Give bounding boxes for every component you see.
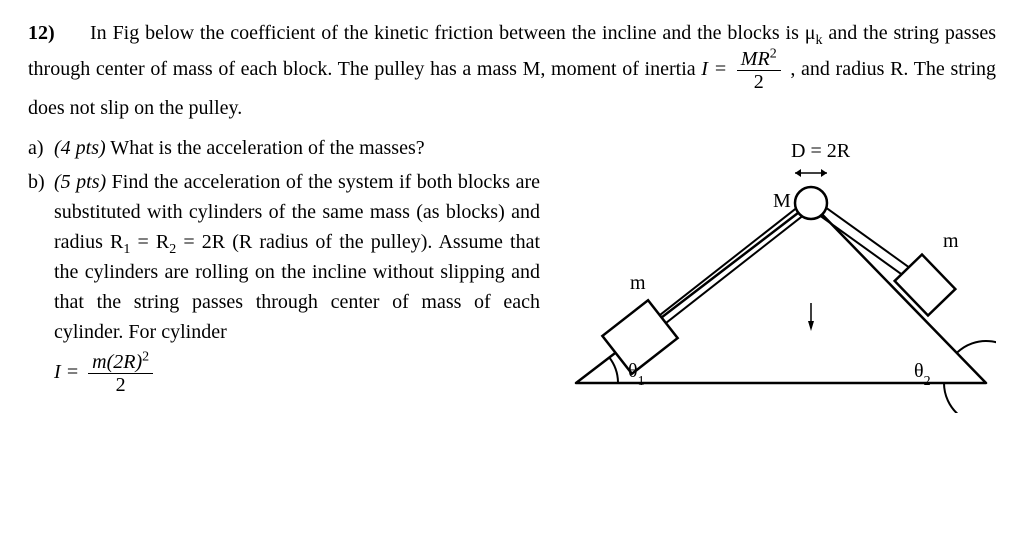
part-b-text-2: = R — [130, 231, 169, 253]
inertia-lhs: I = — [701, 58, 727, 80]
part-b-label: b) — [28, 167, 54, 347]
part-a-pts: (4 pts) — [54, 137, 106, 159]
inertia-num-sup: 2 — [770, 46, 777, 61]
part-a: a) (4 pts) What is the acceleration of t… — [28, 133, 540, 163]
label-m-right: m — [943, 230, 959, 252]
label-d-2r: D = 2R — [791, 140, 851, 162]
question-number: 12) — [28, 22, 55, 44]
label-m-pulley: M — [773, 190, 791, 212]
cyl-num: m(2R) — [92, 351, 142, 373]
cyl-den: 2 — [88, 374, 153, 396]
diagram-column: D = 2RMmmθ1θ2 — [556, 133, 996, 413]
part-b-pts: (5 pts) — [54, 171, 106, 193]
question-intro: 12) In Fig below the coefficient of the … — [28, 18, 996, 123]
incline-diagram: D = 2RMmmθ1θ2 — [556, 133, 996, 413]
part-a-text: What is the acceleration of the masses? — [106, 137, 425, 159]
parts-column: a) (4 pts) What is the acceleration of t… — [28, 133, 556, 396]
label-m-left: m — [630, 272, 646, 294]
inertia-num: MR — [741, 48, 770, 70]
inertia-fraction: MR2 2 — [737, 48, 781, 93]
part-b: b) (5 pts) Find the acceleration of the … — [28, 167, 540, 347]
cyl-lhs: I = — [54, 361, 79, 383]
intro-text-1: In Fig below the coefficient of the kine… — [90, 22, 815, 44]
cyl-fraction: m(2R)2 2 — [88, 351, 153, 396]
cyl-num-sup: 2 — [142, 349, 149, 364]
cylinder-inertia: I = m(2R)2 2 — [54, 351, 540, 396]
inertia-den: 2 — [737, 71, 781, 93]
part-a-label: a) — [28, 133, 54, 163]
